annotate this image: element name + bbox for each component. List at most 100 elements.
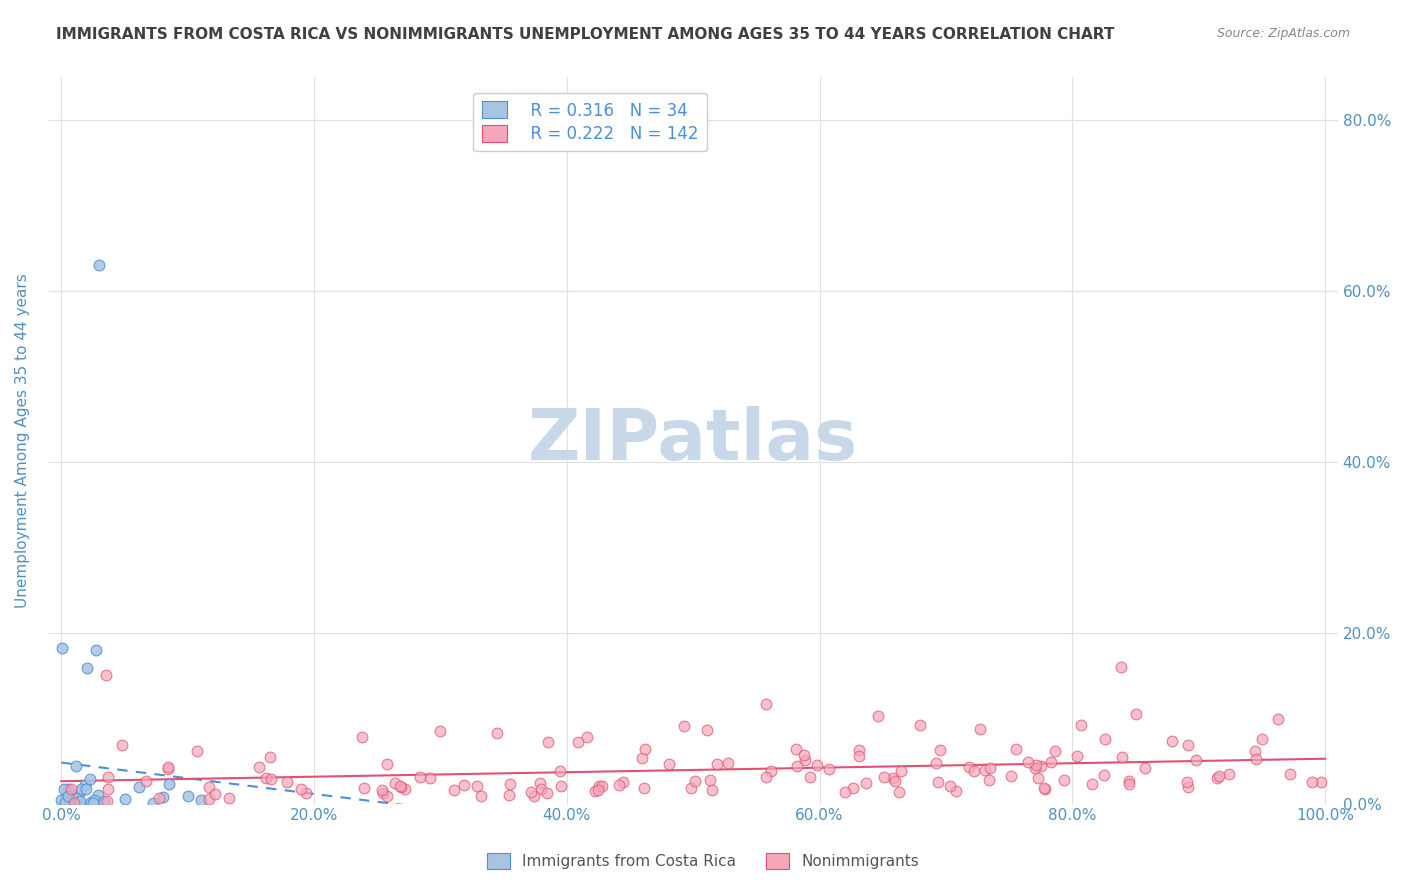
Point (1133, 761, 1156, 775)
Point (679, 781, 702, 796)
Point (979, 773, 1001, 788)
Point (1081, 777, 1104, 791)
Point (945, 784, 967, 798)
Point (1160, 734, 1182, 748)
Point (702, 782, 724, 797)
Point (1066, 749, 1088, 764)
Point (128, 780, 150, 794)
Point (1184, 753, 1206, 767)
Point (1029, 759, 1052, 773)
Point (882, 771, 904, 785)
Point (969, 722, 991, 736)
Point (1005, 741, 1028, 756)
Point (69, 784, 91, 798)
Point (1206, 772, 1229, 786)
Point (259, 750, 281, 764)
Point (683, 774, 706, 789)
Point (1053, 772, 1076, 787)
Point (1208, 769, 1230, 783)
Point (389, 779, 412, 793)
Point (591, 779, 613, 793)
Point (499, 777, 522, 791)
Point (142, 797, 165, 811)
Point (67, 796, 90, 810)
Point (588, 779, 610, 793)
Text: ZIPatlas: ZIPatlas (529, 406, 858, 475)
Point (1094, 768, 1116, 782)
Point (1177, 739, 1199, 753)
Point (1017, 756, 1039, 770)
Point (443, 783, 465, 797)
Point (56, 781, 79, 796)
Point (470, 789, 492, 804)
Point (1033, 780, 1056, 795)
Point (974, 763, 997, 777)
Point (419, 772, 441, 786)
Point (755, 697, 778, 711)
Point (218, 790, 240, 805)
Point (873, 770, 896, 784)
Point (1218, 767, 1240, 781)
Point (56, 789, 79, 803)
Point (1244, 744, 1267, 758)
Point (699, 772, 721, 787)
Point (276, 775, 298, 789)
Point (377, 789, 399, 803)
Point (83, 793, 105, 807)
Point (453, 778, 475, 792)
Point (384, 776, 406, 790)
Point (76, 661, 98, 675)
Point (793, 753, 815, 767)
Point (52, 782, 75, 797)
Point (1301, 775, 1323, 789)
Legend: Immigrants from Costa Rica, Nonimmigrants: Immigrants from Costa Rica, Nonimmigrant… (481, 847, 925, 875)
Point (53, 795, 76, 809)
Y-axis label: Unemployment Among Ages 35 to 44 years: Unemployment Among Ages 35 to 44 years (15, 273, 30, 608)
Point (157, 760, 180, 774)
Point (156, 762, 179, 776)
Point (883, 773, 905, 788)
Point (658, 757, 681, 772)
Point (706, 757, 728, 772)
Point (1094, 731, 1116, 746)
Point (1111, 749, 1133, 764)
Point (759, 764, 782, 778)
Point (855, 776, 877, 790)
Point (754, 770, 776, 784)
Point (1033, 782, 1056, 797)
Point (498, 788, 520, 802)
Point (82, 796, 104, 810)
Point (467, 779, 489, 793)
Point (51, 641, 73, 656)
Point (633, 780, 655, 795)
Point (260, 772, 283, 787)
Point (1118, 777, 1140, 791)
Point (612, 775, 634, 789)
Point (394, 781, 416, 796)
Point (148, 790, 170, 805)
Point (56, 796, 79, 810)
Point (65, 759, 87, 773)
Point (887, 785, 910, 799)
Point (55, 789, 77, 804)
Point (567, 735, 589, 749)
Point (607, 778, 630, 792)
Point (536, 786, 558, 800)
Point (868, 709, 890, 723)
Point (97, 770, 120, 784)
Point (672, 719, 695, 733)
Point (717, 756, 740, 770)
Point (1244, 752, 1267, 766)
Point (62, 792, 84, 806)
Point (631, 751, 654, 765)
Point (1070, 718, 1092, 732)
Text: IMMIGRANTS FROM COSTA RICA VS NONIMMIGRANTS UNEMPLOYMENT AMONG AGES 35 TO 44 YEA: IMMIGRANTS FROM COSTA RICA VS NONIMMIGRA… (56, 27, 1115, 42)
Point (375, 757, 398, 772)
Point (1177, 780, 1199, 794)
Point (530, 782, 553, 797)
Point (939, 779, 962, 793)
Point (927, 774, 949, 789)
Point (59, 795, 82, 809)
Point (409, 770, 432, 784)
Point (634, 741, 657, 756)
